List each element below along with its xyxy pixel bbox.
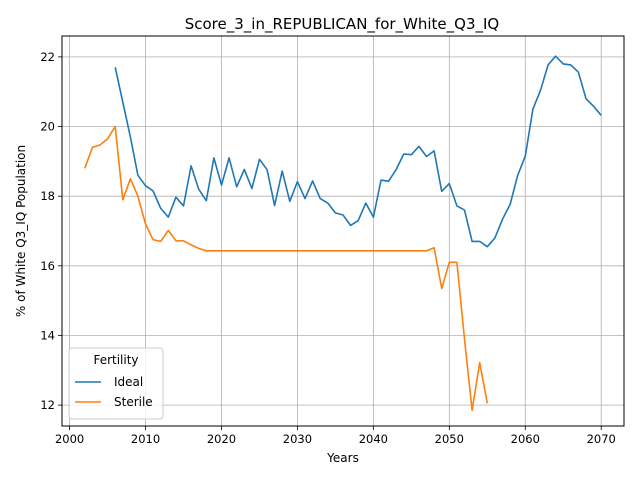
legend-label-ideal: Ideal <box>114 375 143 389</box>
x-tick-label: 2030 <box>283 432 312 446</box>
series-line-sterile <box>84 125 489 412</box>
x-tick-label: 2060 <box>511 432 540 446</box>
series-lines <box>84 55 602 412</box>
chart-title: Score_3_in_REPUBLICAN_for_White_Q3_IQ <box>185 15 500 34</box>
x-tick-label: 2050 <box>435 432 464 446</box>
y-tick-label: 18 <box>40 189 55 203</box>
x-tick-label: 2040 <box>359 432 388 446</box>
y-tick-label: 22 <box>40 50 55 64</box>
x-axis-label: Years <box>326 451 359 465</box>
y-axis-label: % of White Q3_IQ Population <box>14 145 28 317</box>
legend-label-sterile: Sterile <box>114 395 153 409</box>
y-tick-label: 12 <box>40 398 55 412</box>
legend-title: Fertility <box>93 353 138 367</box>
axis-ticks: 2000 2010 2020 2030 2040 2050 2060 2070 12 14 16 18… <box>40 50 615 446</box>
plot-area-frame <box>61 35 625 427</box>
y-tick-label: 20 <box>40 120 55 134</box>
y-tick-label: 16 <box>40 259 55 273</box>
x-tick-label: 2010 <box>131 432 160 446</box>
x-tick-label: 2000 <box>55 432 84 446</box>
x-tick-label: 2020 <box>207 432 236 446</box>
legend: Fertility Ideal Sterile <box>68 347 164 420</box>
series-line-ideal <box>114 55 602 248</box>
x-tick-label: 2070 <box>587 432 616 446</box>
y-tick-label: 14 <box>40 328 55 342</box>
